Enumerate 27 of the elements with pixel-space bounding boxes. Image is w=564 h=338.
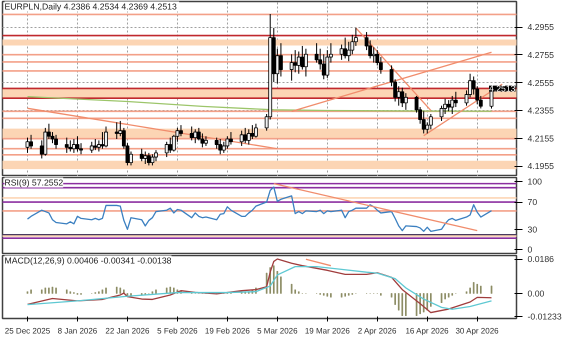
y-tick-label: 100 <box>528 176 542 187</box>
y-tick-label: 70 <box>528 197 538 208</box>
x-tick-label: 5 Mar 2026 <box>257 326 298 336</box>
x-tick-label: 8 Jan 2026 <box>58 326 98 336</box>
x-tick-label: 2 Apr 2026 <box>358 326 397 336</box>
y-tick-label: 4.1955 <box>528 161 554 172</box>
y-tick-label: 30 <box>528 224 538 234</box>
x-tick-label: 22 Jan 2026 <box>105 326 150 336</box>
y-tick-label: 4.2555 <box>528 78 554 88</box>
x-tick-label: 19 Feb 2026 <box>204 326 250 336</box>
y-tick-label: 4.2355 <box>528 106 554 116</box>
annotation: 4.2513 <box>489 84 516 94</box>
y-tick-label: 0.0186 <box>528 254 554 264</box>
x-tick-label: 30 Apr 2026 <box>455 326 500 336</box>
y-tick-label: 4.2755 <box>528 50 554 60</box>
chart-title: RSI(9) 57.2552 <box>4 178 64 188</box>
y-tick-label: 4.2155 <box>528 133 554 144</box>
y-tick-label: 4.2955 <box>528 22 554 32</box>
chart-title: MACD(12,26,9) 0.00406 -0.00341 -0.00138 <box>4 256 172 266</box>
y-tick-label: -0.01233 <box>528 311 562 322</box>
y-tick-label: 0 <box>528 244 532 255</box>
y-tick-label: 0.00 <box>528 288 545 298</box>
chart-title: EURPLN,Daily 4.2386 4.2534 4.2369 4.2513 <box>4 2 177 12</box>
x-tick-label: 16 Apr 2026 <box>405 326 450 336</box>
x-tick-label: 5 Feb 2026 <box>157 326 198 336</box>
x-tick-label: 25 Dec 2025 <box>4 326 51 336</box>
x-tick-label: 19 Mar 2026 <box>304 326 350 336</box>
